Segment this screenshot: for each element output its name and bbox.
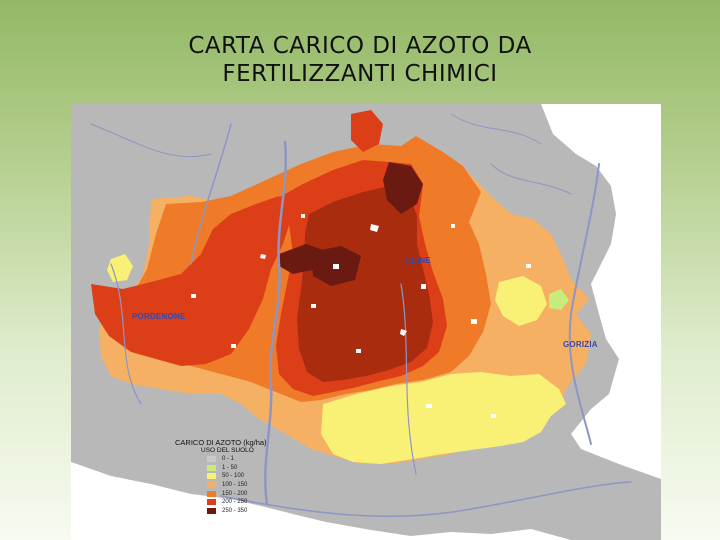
- red-north-patch: [351, 110, 383, 152]
- legend-item: 150 - 200: [207, 489, 285, 498]
- legend-swatch: [207, 456, 216, 463]
- slide-title: CARTA CARICO DI AZOTO DA FERTILIZZANTI C…: [0, 32, 720, 88]
- northern-drainage: [90, 113, 572, 195]
- legend-swatch: [207, 507, 216, 514]
- river-tagliamento: [264, 140, 287, 506]
- map-canvas: [71, 104, 661, 540]
- legend-item: 1 - 50: [207, 464, 285, 473]
- yellow-east-patch: [495, 276, 547, 326]
- legend-label: 200 - 250: [222, 499, 248, 506]
- title-line-2: FERTILIZZANTI CHIMICI: [222, 61, 498, 87]
- darkest-zone-west: [279, 244, 323, 274]
- legend-title: CARICO DI AZOTO (kg/ha): [175, 438, 267, 447]
- legend-item: 100 - 150: [207, 481, 285, 490]
- darkest-zone-north: [383, 162, 423, 214]
- legend-item: 0 - 1: [207, 455, 285, 464]
- legend-item: 250 - 350: [207, 507, 285, 516]
- legend-label: 150 - 200: [222, 490, 248, 497]
- red-west-zone: [91, 196, 291, 366]
- city-label-udine: UDINE: [405, 256, 431, 265]
- legend-label: 0 - 1: [222, 456, 235, 463]
- river-stella: [400, 283, 417, 475]
- river-livenza: [110, 263, 142, 405]
- yellow-zone: [321, 372, 566, 464]
- title-line-1: CARTA CARICO DI AZOTO DA: [188, 33, 532, 59]
- dark-red-core-zone: [297, 186, 433, 382]
- city-label-gorizia: GORIZIA: [563, 340, 598, 349]
- legend-swatch: [207, 490, 216, 497]
- coastline-lagoon: [220, 481, 632, 518]
- legend-item: 200 - 250: [207, 498, 285, 507]
- city-label-pordenone: PORDENONE: [132, 312, 186, 321]
- legend-item: 50 - 100: [207, 472, 285, 481]
- yellow-north-patch: [107, 254, 133, 282]
- legend-swatch: [207, 482, 216, 489]
- legend-swatch: [207, 473, 216, 480]
- legend-label: 1 - 50: [222, 464, 238, 471]
- nitrogen-load-map: UDINE PORDENONE GORIZIA CARICO DI AZOTO …: [71, 104, 661, 540]
- legend-label: 50 - 100: [222, 473, 245, 480]
- legend-swatch: [207, 499, 216, 506]
- legend-subtitle: USO DEL SUOLO: [201, 447, 254, 454]
- river-cellina: [190, 123, 232, 265]
- legend-label: 250 - 350: [222, 507, 248, 514]
- legend-label: 100 - 150: [222, 482, 248, 489]
- legend-swatch: [207, 464, 216, 471]
- map-legend: CARICO DI AZOTO (kg/ha) USO DEL SUOLO 0 …: [175, 438, 285, 515]
- green-patch: [549, 289, 569, 310]
- river-isonzo: [568, 163, 600, 445]
